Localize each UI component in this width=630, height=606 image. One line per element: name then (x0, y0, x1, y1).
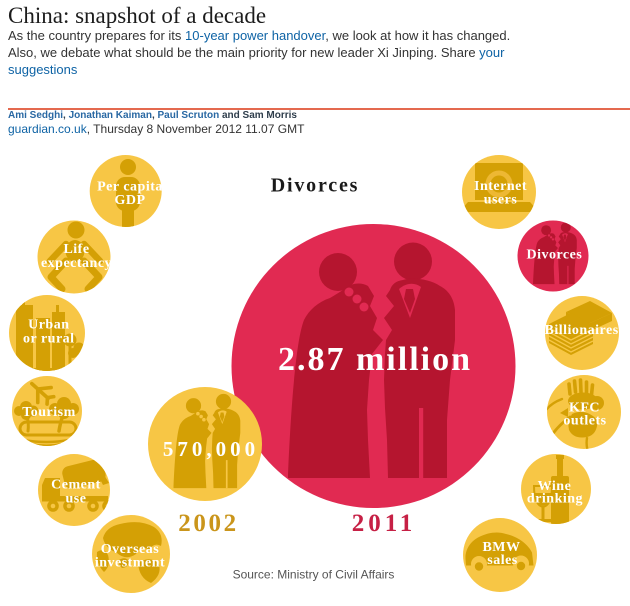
svg-text:or rural: or rural (23, 331, 75, 346)
svg-text:sales: sales (487, 553, 518, 568)
svg-text:Source: Ministry of Civil Affa: Source: Ministry of Civil Affairs (233, 568, 395, 582)
svg-text:Billionaires: Billionaires (544, 323, 618, 338)
svg-text:Internet: Internet (474, 179, 527, 194)
svg-text:expectancy: expectancy (41, 256, 112, 271)
svg-text:2.87 million: 2.87 million (278, 341, 472, 378)
svg-text:Urban: Urban (28, 318, 69, 333)
svg-text:Tourism: Tourism (22, 405, 76, 420)
svg-text:Overseas: Overseas (101, 542, 159, 557)
svg-text:GDP: GDP (114, 193, 145, 208)
svg-text:Cement: Cement (51, 477, 101, 492)
svg-text:Wine: Wine (538, 479, 572, 494)
svg-text:Life: Life (63, 242, 89, 257)
svg-text:570,000: 570,000 (163, 437, 259, 461)
svg-text:2002: 2002 (178, 510, 238, 537)
svg-text:2011: 2011 (352, 510, 417, 537)
svg-text:KFC: KFC (569, 401, 600, 416)
svg-text:Divorces: Divorces (526, 248, 582, 263)
svg-text:drinking: drinking (527, 492, 583, 507)
svg-text:Per capita: Per capita (97, 180, 163, 195)
svg-text:investment: investment (95, 555, 165, 570)
svg-text:BMW: BMW (482, 540, 520, 555)
svg-text:users: users (484, 193, 518, 208)
svg-text:Divorces: Divorces (271, 175, 359, 197)
svg-text:outlets: outlets (563, 414, 606, 429)
svg-text:use: use (66, 491, 87, 506)
